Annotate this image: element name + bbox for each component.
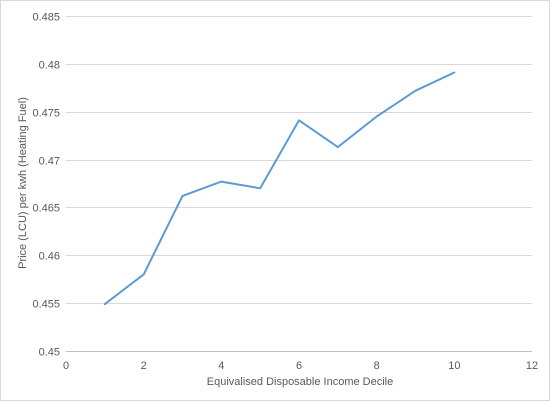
gridlines (66, 16, 532, 304)
x-tick-label: 12 (526, 360, 538, 372)
y-tick-label: 0.465 (32, 203, 60, 215)
y-tick-label: 0.46 (39, 251, 60, 263)
x-tick-label: 6 (296, 360, 302, 372)
x-tick-labels: 0 2 4 6 8 10 12 (63, 360, 538, 372)
y-tick-label: 0.45 (39, 347, 60, 359)
x-tick-label: 10 (448, 360, 460, 372)
x-axis-title: Equivalised Disposable Income Decile (207, 376, 393, 388)
y-axis-title: Price (LCU) per kwh (Heating Fuel) (17, 97, 29, 269)
x-tick-label: 8 (374, 360, 380, 372)
y-tick-label: 0.485 (32, 12, 60, 24)
series (103, 71, 456, 306)
y-tick-label: 0.475 (32, 108, 60, 120)
x-tick-label: 2 (141, 360, 147, 372)
x-tick-label: 4 (218, 360, 224, 372)
series-line (103, 71, 456, 306)
y-tick-label: 0.48 (39, 60, 60, 72)
y-tick-label: 0.455 (32, 299, 60, 311)
x-tick-label: 0 (63, 360, 69, 372)
y-tick-label: 0.47 (39, 156, 60, 168)
y-tick-labels: 0.45 0.455 0.46 0.465 0.47 0.475 0.48 0.485 (32, 12, 60, 359)
